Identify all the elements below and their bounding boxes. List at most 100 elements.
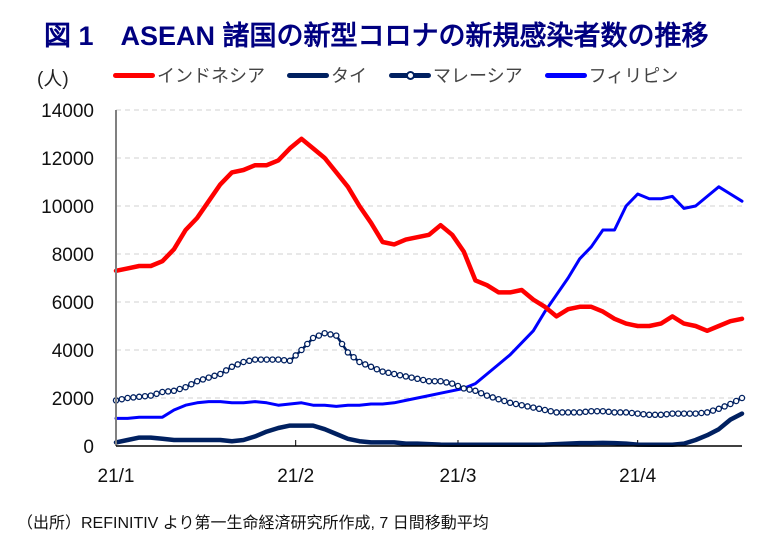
legend-label-philippines: フィリピン bbox=[588, 66, 679, 86]
data-point-malaysia bbox=[193, 377, 201, 385]
data-point-malaysia bbox=[715, 405, 723, 413]
x-axis-ticks: 21/1 21/2 21/3 21/4 bbox=[98, 440, 657, 487]
data-point-malaysia bbox=[263, 356, 270, 363]
data-point-malaysia bbox=[327, 331, 334, 338]
data-point-malaysia bbox=[640, 410, 647, 418]
data-point-malaysia bbox=[176, 385, 184, 393]
data-point-malaysia bbox=[646, 411, 653, 419]
data-point-malaysia bbox=[524, 403, 531, 410]
data-point-malaysia bbox=[275, 356, 282, 363]
data-point-malaysia bbox=[164, 388, 172, 395]
data-point-malaysia bbox=[199, 376, 207, 383]
legend-label-thailand: タイ bbox=[331, 66, 367, 86]
data-point-malaysia bbox=[669, 410, 676, 417]
data-point-malaysia bbox=[570, 409, 578, 416]
data-point-malaysia bbox=[466, 386, 473, 393]
data-point-malaysia bbox=[501, 397, 508, 405]
data-point-malaysia bbox=[477, 389, 485, 397]
data-point-malaysia bbox=[118, 395, 126, 403]
data-point-malaysia bbox=[304, 340, 311, 348]
legend-item-thailand: タイ bbox=[287, 62, 367, 88]
data-point-malaysia bbox=[315, 332, 323, 339]
data-point-malaysia bbox=[692, 410, 699, 417]
data-point-malaysia bbox=[373, 365, 381, 373]
data-point-malaysia bbox=[535, 405, 543, 413]
data-point-malaysia bbox=[611, 409, 618, 416]
y-tick-label: 10000 bbox=[41, 197, 94, 218]
data-point-malaysia bbox=[588, 407, 595, 415]
x-tick-label: 21/3 bbox=[439, 466, 476, 487]
data-point-malaysia bbox=[448, 380, 456, 387]
data-point-malaysia bbox=[506, 399, 514, 407]
data-point-malaysia bbox=[419, 376, 427, 384]
data-point-malaysia bbox=[582, 408, 589, 416]
data-point-malaysia bbox=[205, 374, 212, 381]
data-point-malaysia bbox=[518, 401, 525, 409]
legend-label-malaysia: マレーシア bbox=[433, 66, 523, 86]
data-point-malaysia bbox=[361, 361, 369, 368]
data-point-malaysia bbox=[269, 356, 276, 363]
y-tick-label: 6000 bbox=[52, 293, 94, 314]
data-point-malaysia bbox=[159, 388, 166, 396]
data-point-malaysia bbox=[617, 409, 624, 416]
data-point-malaysia bbox=[431, 377, 439, 385]
data-point-malaysia bbox=[170, 387, 178, 395]
data-point-malaysia bbox=[721, 403, 728, 410]
series-line-indonesia bbox=[113, 136, 745, 334]
legend-marker-circle-icon bbox=[406, 70, 415, 80]
data-point-malaysia bbox=[344, 349, 352, 356]
series-line-philippines bbox=[114, 185, 744, 420]
data-point-malaysia bbox=[605, 408, 612, 416]
source-note: （出所）REFINITIV より第一生命経済研究所作成, 7 日間移動平均 bbox=[17, 515, 489, 532]
data-point-malaysia bbox=[408, 374, 415, 381]
legend-swatch-philippines bbox=[544, 72, 587, 78]
data-point-malaysia bbox=[188, 380, 195, 388]
data-point-malaysia bbox=[298, 346, 305, 354]
series-line-thailand bbox=[113, 411, 745, 448]
data-point-malaysia bbox=[124, 394, 131, 402]
y-tick-label: 4000 bbox=[52, 341, 94, 362]
data-point-malaysia bbox=[738, 394, 746, 402]
gridlines bbox=[116, 109, 742, 399]
data-point-malaysia bbox=[559, 409, 566, 416]
data-point-malaysia bbox=[292, 352, 299, 359]
data-point-malaysia bbox=[379, 368, 386, 375]
data-point-malaysia bbox=[257, 356, 265, 363]
data-point-malaysia bbox=[698, 409, 705, 417]
data-point-malaysia bbox=[390, 370, 398, 378]
data-point-malaysia bbox=[703, 409, 711, 416]
data-point-malaysia bbox=[309, 334, 317, 342]
data-point-malaysia bbox=[338, 340, 346, 348]
data-point-malaysia bbox=[530, 404, 537, 411]
data-point-malaysia bbox=[472, 387, 479, 395]
legend-swatch-indonesia bbox=[113, 72, 155, 78]
data-point-malaysia bbox=[657, 411, 665, 419]
data-point-malaysia bbox=[727, 400, 734, 408]
data-point-malaysia bbox=[732, 397, 740, 405]
x-tick-label: 21/4 bbox=[619, 466, 656, 487]
data-point-malaysia bbox=[182, 383, 189, 391]
x-tick-label: 21/1 bbox=[98, 466, 135, 487]
data-point-malaysia bbox=[350, 353, 357, 361]
data-point-malaysia bbox=[228, 363, 236, 371]
data-point-malaysia bbox=[402, 373, 410, 380]
y-axis-unit-label: (人) bbox=[37, 69, 69, 90]
legend-item-indonesia: インドネシア bbox=[113, 62, 265, 88]
chart-title: 図 1 ASEAN 諸国の新型コロナの新規感染者数の推移 bbox=[44, 21, 709, 51]
data-point-malaysia bbox=[593, 407, 601, 415]
y-tick-label: 14000 bbox=[41, 101, 94, 122]
data-point-malaysia bbox=[321, 329, 328, 337]
data-point-malaysia bbox=[211, 372, 218, 380]
legend-label-indonesia: インドネシア bbox=[157, 66, 265, 86]
data-point-malaysia bbox=[147, 392, 155, 399]
data-point-malaysia bbox=[547, 407, 554, 415]
data-point-malaysia bbox=[240, 358, 247, 366]
data-point-malaysia bbox=[414, 375, 421, 383]
y-axis-ticks: 0 2000 4000 6000 8000 10000 12000 14000 bbox=[41, 101, 94, 458]
y-tick-label: 2000 bbox=[52, 389, 94, 410]
data-point-malaysia bbox=[680, 410, 688, 417]
data-point-malaysia bbox=[663, 410, 670, 418]
data-point-malaysia bbox=[512, 400, 520, 408]
data-point-malaysia bbox=[686, 410, 694, 417]
